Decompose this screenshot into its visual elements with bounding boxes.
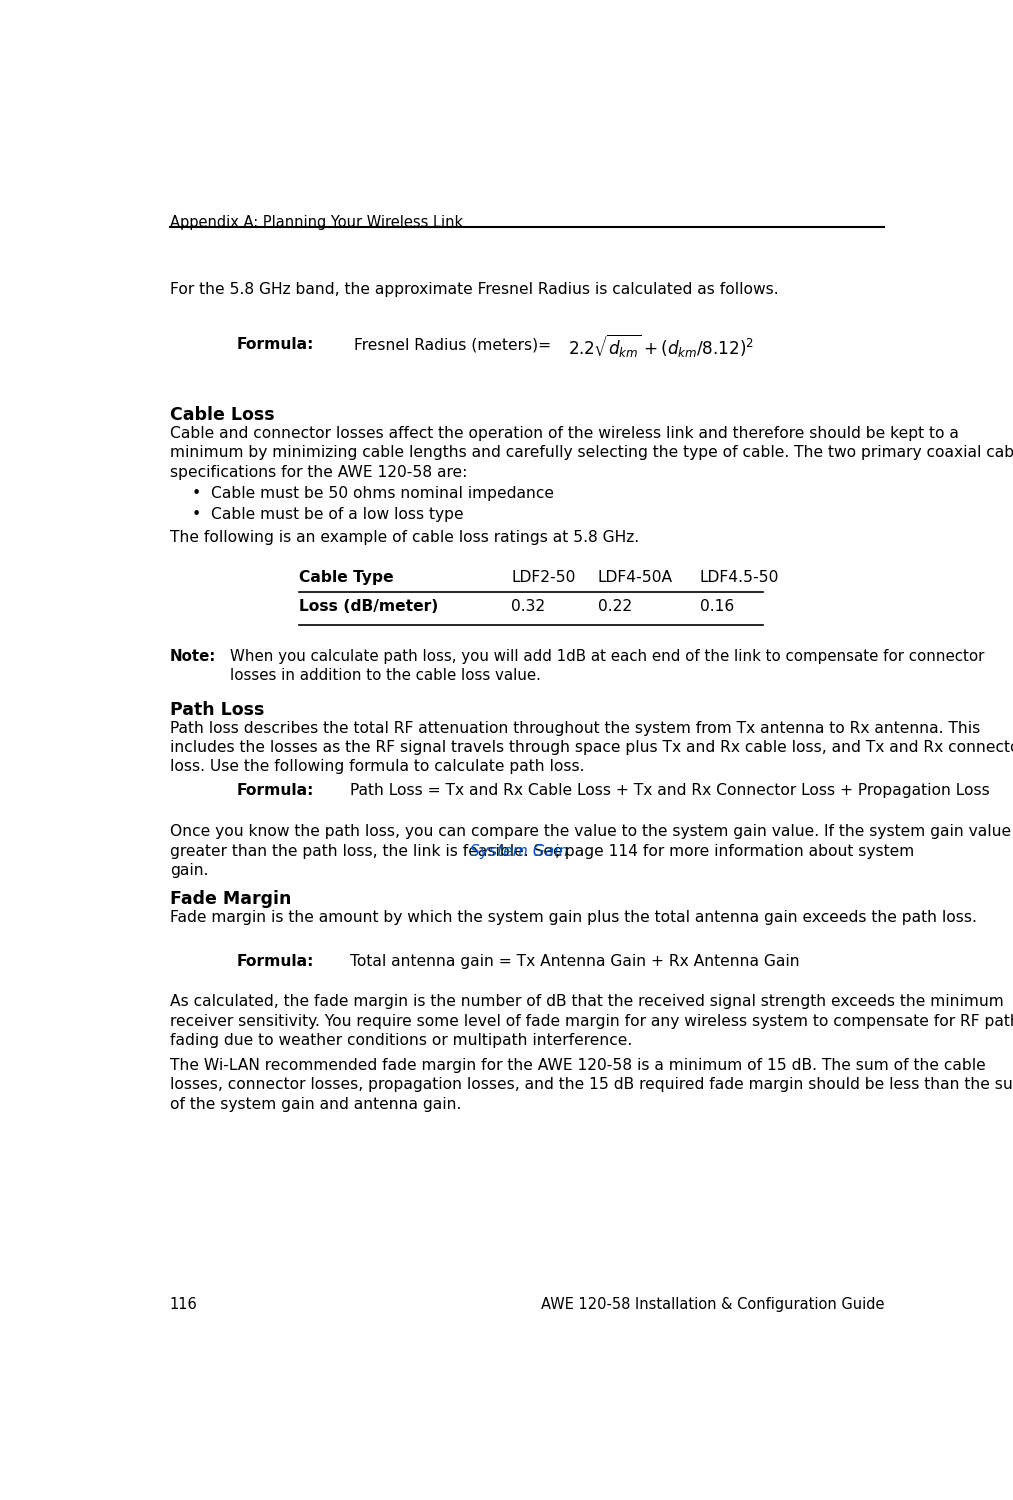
Text: •  Cable must be 50 ohms nominal impedance: • Cable must be 50 ohms nominal impedanc… [191, 486, 554, 501]
Text: 116: 116 [170, 1298, 198, 1312]
Text: fading due to weather conditions or multipath interference.: fading due to weather conditions or mult… [170, 1034, 632, 1048]
Text: $2.2\sqrt{d_{km}} + (d_{km}/8.12)^{2}$: $2.2\sqrt{d_{km}} + (d_{km}/8.12)^{2}$ [568, 333, 754, 360]
Text: loss. Use the following formula to calculate path loss.: loss. Use the following formula to calcu… [170, 759, 585, 774]
Text: losses, connector losses, propagation losses, and the 15 dB required fade margin: losses, connector losses, propagation lo… [170, 1077, 1013, 1092]
Text: 0.32: 0.32 [512, 600, 545, 615]
Text: losses in addition to the cable loss value.: losses in addition to the cable loss val… [230, 669, 541, 684]
Text: , page 114 for more information about system: , page 114 for more information about sy… [555, 844, 915, 859]
Text: Appendix A: Planning Your Wireless Link: Appendix A: Planning Your Wireless Link [170, 214, 463, 230]
Text: As calculated, the fade margin is the number of dB that the received signal stre: As calculated, the fade margin is the nu… [170, 994, 1004, 1010]
Text: LDF4-50A: LDF4-50A [598, 570, 673, 585]
Text: Total antenna gain = Tx Antenna Gain + Rx Antenna Gain: Total antenna gain = Tx Antenna Gain + R… [350, 954, 800, 969]
Text: 0.16: 0.16 [700, 600, 734, 615]
Text: Fresnel Radius (meters)=: Fresnel Radius (meters)= [355, 338, 551, 352]
Text: LDF2-50: LDF2-50 [512, 570, 575, 585]
Text: gain.: gain. [170, 864, 209, 879]
Text: System Gain: System Gain [470, 844, 568, 859]
Text: of the system gain and antenna gain.: of the system gain and antenna gain. [170, 1096, 461, 1112]
Text: Formula:: Formula: [237, 338, 314, 352]
Text: Once you know the path loss, you can compare the value to the system gain value.: Once you know the path loss, you can com… [170, 825, 1013, 840]
Text: Note:: Note: [170, 650, 216, 664]
Text: •  Cable must be of a low loss type: • Cable must be of a low loss type [191, 507, 463, 522]
Text: Path Loss: Path Loss [170, 700, 264, 718]
Text: Cable and connector losses affect the operation of the wireless link and therefo: Cable and connector losses affect the op… [170, 426, 958, 441]
Text: For the 5.8 GHz band, the approximate Fresnel Radius is calculated as follows.: For the 5.8 GHz band, the approximate Fr… [170, 282, 778, 297]
Text: Fade margin is the amount by which the system gain plus the total antenna gain e: Fade margin is the amount by which the s… [170, 910, 977, 926]
Text: greater than the path loss, the link is feasible. See: greater than the path loss, the link is … [170, 844, 567, 859]
Text: Path loss describes the total RF attenuation throughout the system from Tx anten: Path loss describes the total RF attenua… [170, 720, 980, 735]
Text: Fade Margin: Fade Margin [170, 891, 291, 909]
Text: minimum by minimizing cable lengths and carefully selecting the type of cable. T: minimum by minimizing cable lengths and … [170, 446, 1013, 460]
Text: Cable Loss: Cable Loss [170, 406, 275, 424]
Text: Loss (dB/meter): Loss (dB/meter) [300, 600, 439, 615]
Text: Path Loss = Tx and Rx Cable Loss + Tx and Rx Connector Loss + Propagation Loss: Path Loss = Tx and Rx Cable Loss + Tx an… [350, 783, 990, 798]
Text: receiver sensitivity. You require some level of fade margin for any wireless sys: receiver sensitivity. You require some l… [170, 1014, 1013, 1029]
Text: Formula:: Formula: [237, 954, 314, 969]
Text: AWE 120-58 Installation & Configuration Guide: AWE 120-58 Installation & Configuration … [541, 1298, 884, 1312]
Text: Formula:: Formula: [237, 783, 314, 798]
Text: LDF4.5-50: LDF4.5-50 [700, 570, 779, 585]
Text: specifications for the AWE 120-58 are:: specifications for the AWE 120-58 are: [170, 465, 467, 480]
Text: The following is an example of cable loss ratings at 5.8 GHz.: The following is an example of cable los… [170, 530, 639, 544]
Text: Cable Type: Cable Type [300, 570, 394, 585]
Text: includes the losses as the RF signal travels through space plus Tx and Rx cable : includes the losses as the RF signal tra… [170, 740, 1013, 754]
Text: The Wi-LAN recommended fade margin for the AWE 120-58 is a minimum of 15 dB. The: The Wi-LAN recommended fade margin for t… [170, 1058, 986, 1072]
Text: When you calculate path loss, you will add 1dB at each end of the link to compen: When you calculate path loss, you will a… [230, 650, 985, 664]
Text: 0.22: 0.22 [598, 600, 632, 615]
